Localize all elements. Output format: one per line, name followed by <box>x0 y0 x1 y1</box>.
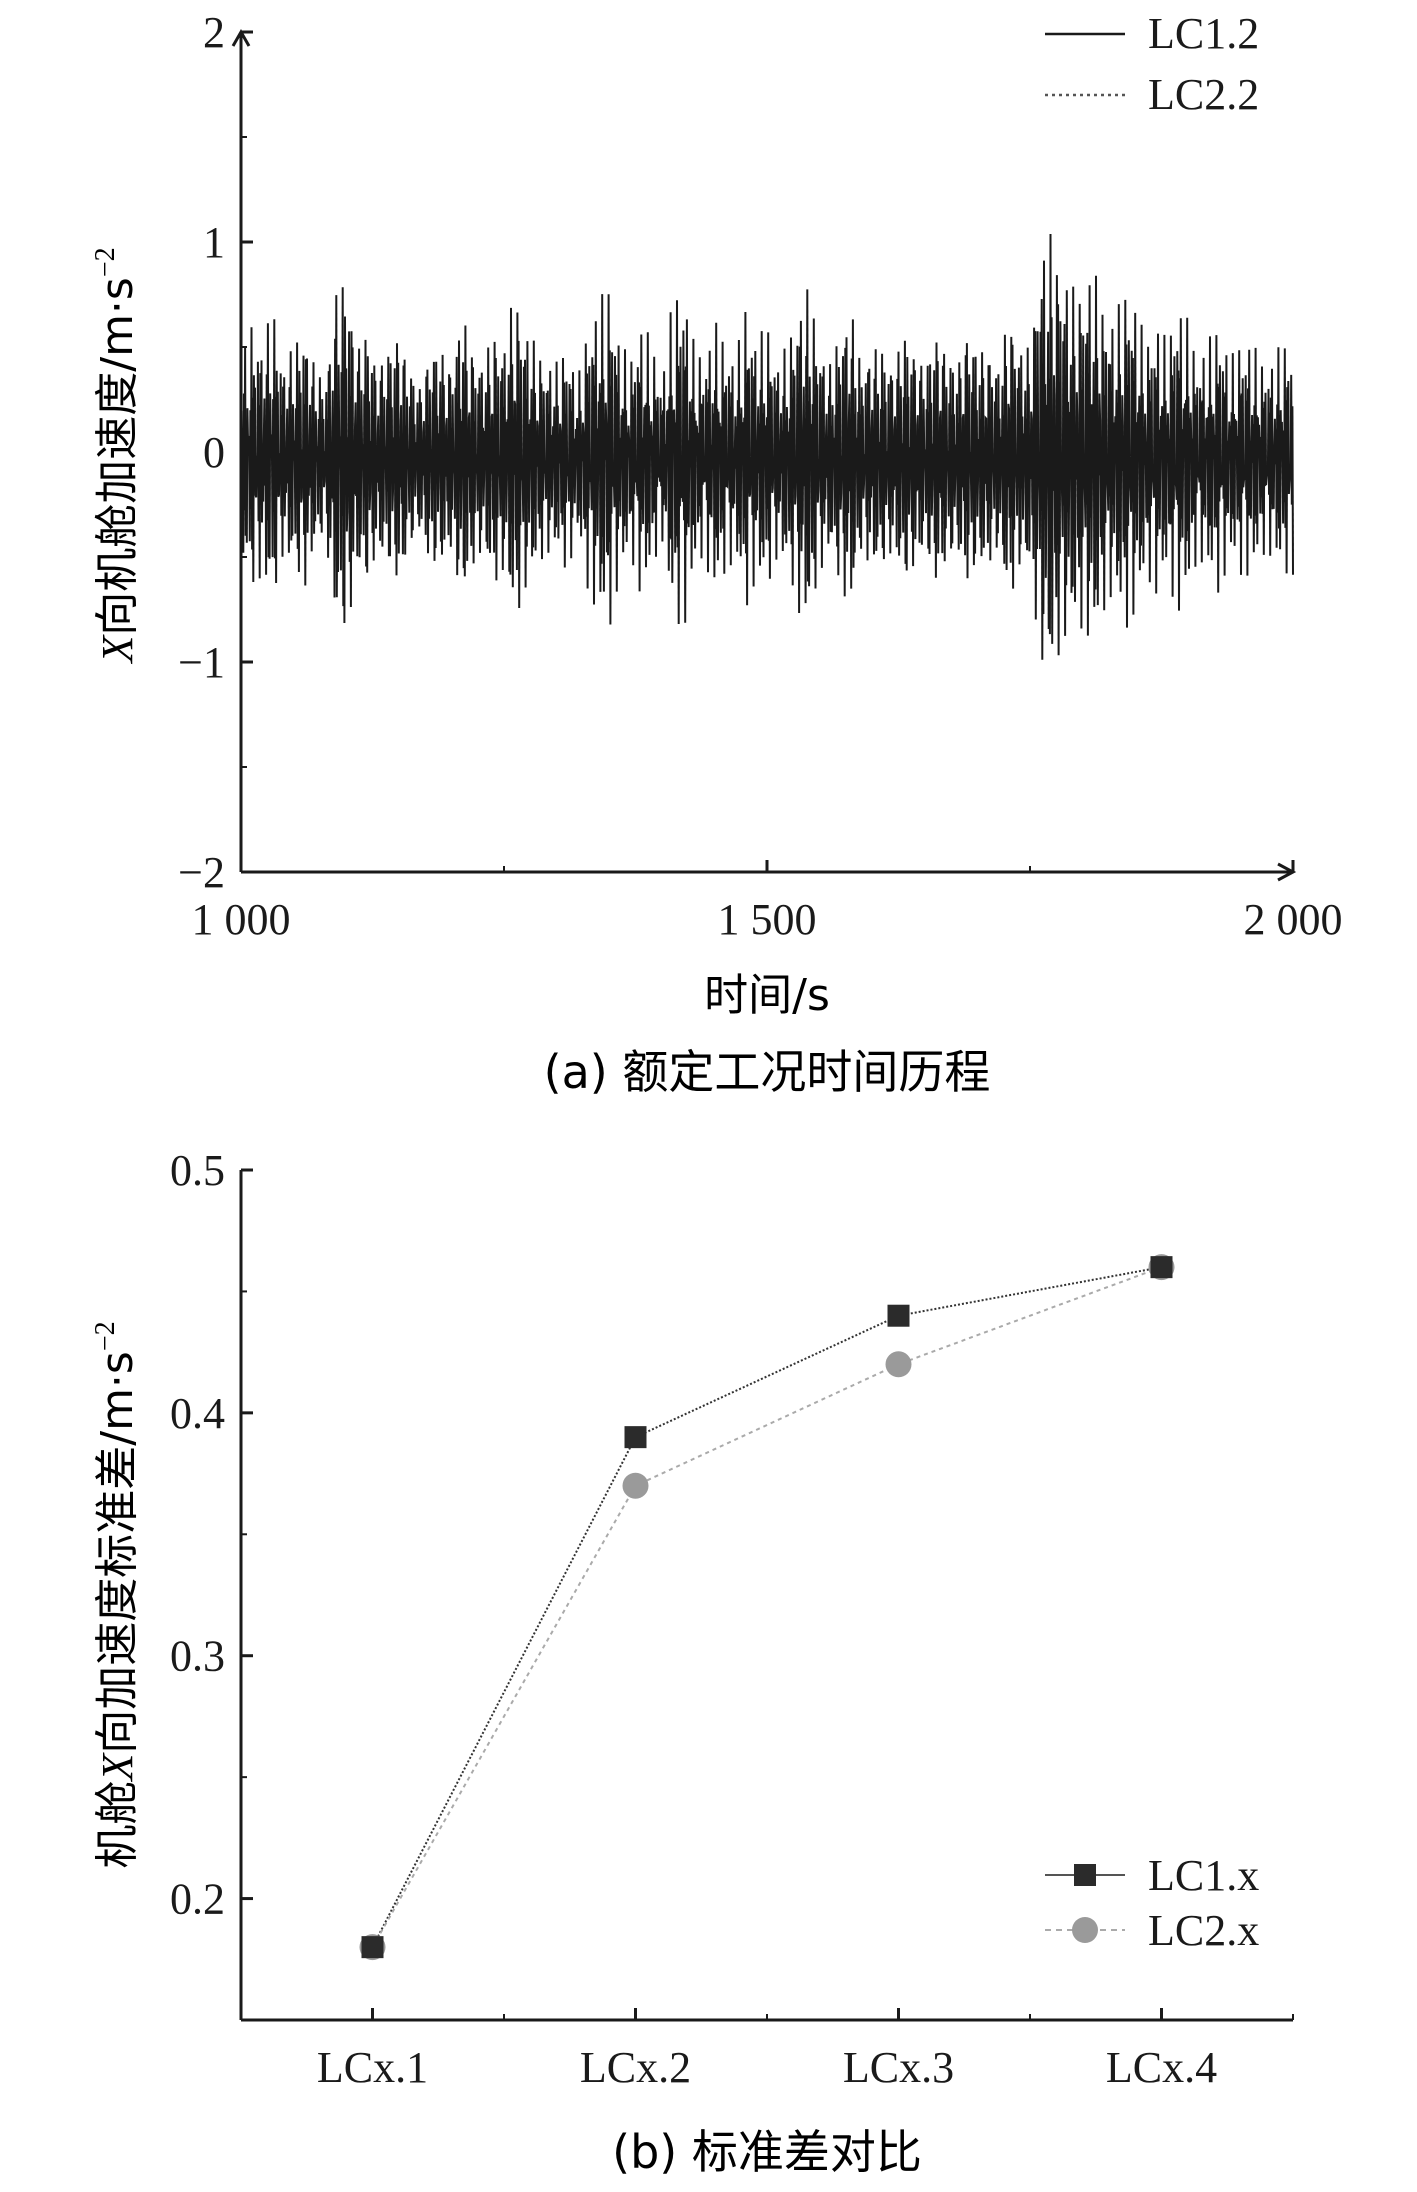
a-panel-caption: (a) 额定工况时间历程 <box>544 1045 991 1099</box>
b-y-label-italic: X <box>93 1752 142 1783</box>
a-trace-LC1.2 <box>240 233 1294 660</box>
b-ticks: 0.5 0.4 0.3 0.2 LCx.1 LCx.2 LCx.3 LCx.4 <box>170 1146 1294 2092</box>
b-y-label-main: 向加速度标准差/m·s <box>92 1351 143 1754</box>
b-x-tick-label: LCx.4 <box>1106 2043 1217 2092</box>
b-legend-marker-lc2-x <box>1072 1917 1098 1943</box>
b-marker-LC1.x <box>624 1426 647 1449</box>
panel-b-std-comparison: 0.5 0.4 0.3 0.2 LCx.1 LCx.2 LCx.3 LCx.4 机舱X向加速度… <box>90 1146 1294 2179</box>
b-x-tick-label: LCx.2 <box>580 2043 691 2092</box>
a-x-tick-label: 1 500 <box>718 895 817 944</box>
b-marker-LC2.x <box>622 1472 649 1499</box>
a-y-label-main: 向机舱加速度/m·s <box>92 277 143 636</box>
b-series-markers <box>359 1254 1175 1961</box>
a-x-axis-label: 时间/s <box>704 970 830 1021</box>
panel-a-time-history: 210−1−21 000 1 500 2 000 X向机舱加速度/m·s−2 时间/… <box>90 8 1343 1099</box>
b-legend-label-lc2-x: LC2.x <box>1148 1906 1259 1955</box>
b-line-LC1.x <box>371 1266 1162 1948</box>
a-y-tick-label: 0 <box>203 428 225 477</box>
a-y-tick-label: −1 <box>178 638 225 687</box>
b-line-LC2.x <box>371 1266 1162 1948</box>
b-x-tick-label: LCx.3 <box>843 2043 954 2092</box>
a-ticks: 2 1 0 −1 −21 000 1 500 2 000 <box>178 8 1342 944</box>
a-y-label-sup: −2 <box>90 247 121 277</box>
b-y-label-prefix: 机舱 <box>92 1781 143 1869</box>
b-legend-label-lc1-x: LC1.x <box>1148 1851 1259 1900</box>
b-marker-LC1.x <box>361 1936 384 1959</box>
a-y-tick-label: −2 <box>178 848 225 897</box>
a-y-axis-label: X向机舱加速度/m·s−2 <box>90 247 143 664</box>
series-lc1-2-trace <box>240 233 1294 660</box>
b-legend: LC1.x LC2.x <box>1045 1851 1259 1955</box>
b-x-tick-label: LCx.1 <box>317 2043 428 2092</box>
b-y-tick-label: 0.4 <box>170 1389 225 1438</box>
b-marker-LC1.x <box>1150 1256 1173 1279</box>
b-series-lines <box>371 1266 1162 1948</box>
a-legend: LC1.2 LC2.2 <box>1045 9 1259 119</box>
a-x-tick-label: 1 000 <box>192 895 291 944</box>
b-y-tick-label: 0.5 <box>170 1146 225 1195</box>
b-marker-LC1.x <box>887 1304 910 1327</box>
a-legend-label-lc2-2: LC2.2 <box>1148 70 1259 119</box>
a-x-tick-label: 2 000 <box>1244 895 1343 944</box>
b-y-tick-label: 0.2 <box>170 1875 225 1924</box>
a-y-tick-label: 1 <box>203 218 225 267</box>
b-y-label-sup: −2 <box>90 1321 121 1351</box>
b-legend-marker-lc1-x <box>1074 1864 1096 1886</box>
a-y-tick-label: 2 <box>203 8 225 57</box>
b-y-tick-label: 0.3 <box>170 1632 225 1681</box>
b-marker-LC2.x <box>885 1351 912 1378</box>
a-y-label-italic: X <box>93 634 142 665</box>
a-legend-label-lc1-2: LC1.2 <box>1148 9 1259 58</box>
b-y-axis-label: 机舱X向加速度标准差/m·s−2 <box>90 1321 143 1868</box>
b-panel-caption: (b) 标准差对比 <box>612 2125 922 2179</box>
